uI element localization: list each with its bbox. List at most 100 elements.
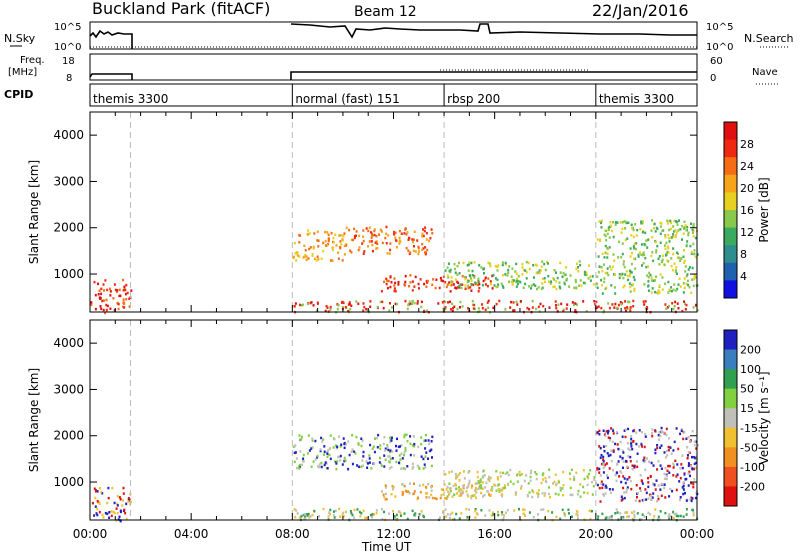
range-gate-cell	[683, 220, 686, 223]
range-gate-cell	[606, 252, 609, 256]
range-gate-cell	[686, 446, 689, 449]
range-gate-cell	[672, 252, 675, 256]
range-gate-cell	[501, 284, 504, 288]
range-gate-cell	[528, 491, 531, 494]
range-gate-cell	[337, 251, 340, 254]
range-gate-cell	[667, 280, 670, 284]
range-gate-cell	[468, 481, 471, 484]
range-gate-cell	[414, 250, 417, 253]
range-gate-cell	[622, 263, 625, 266]
range-gate-cell	[322, 507, 325, 511]
range-gate-cell	[682, 488, 685, 491]
range-gate-cell	[369, 305, 372, 308]
range-gate-cell	[644, 231, 647, 235]
range-gate-cell	[622, 466, 624, 469]
range-gate-cell	[406, 517, 409, 521]
range-gate-cell	[654, 279, 656, 282]
range-gate-cell	[376, 446, 379, 449]
range-gate-cell	[516, 279, 519, 283]
range-gate-cell	[537, 495, 540, 498]
range-gate-cell	[328, 453, 331, 457]
range-gate-cell	[454, 286, 457, 289]
range-gate-cell	[124, 292, 127, 296]
range-gate-cell	[611, 440, 614, 443]
range-gate-cell	[682, 282, 685, 285]
range-gate-cell	[689, 440, 692, 443]
range-gate-cell	[524, 282, 527, 286]
range-gate-cell	[559, 489, 562, 492]
range-gate-cell	[681, 224, 684, 228]
range-gate-cell	[605, 444, 608, 448]
range-gate-cell	[657, 497, 660, 501]
range-gate-cell	[474, 508, 477, 511]
range-gate-cell	[471, 269, 474, 273]
range-gate-cell	[640, 243, 643, 246]
range-gate-cell	[501, 487, 504, 490]
colorbar-tick-label: 12	[740, 226, 754, 239]
range-gate-cell	[544, 268, 547, 272]
range-gate-cell	[373, 450, 376, 454]
range-gate-cell	[603, 449, 606, 453]
range-gate-cell	[687, 462, 690, 465]
range-gate-cell	[428, 442, 431, 446]
range-gate-cell	[501, 261, 504, 264]
range-gate-cell	[466, 264, 469, 267]
range-gate-cell	[467, 485, 470, 488]
range-gate-cell	[558, 481, 560, 484]
range-gate-cell	[115, 290, 118, 293]
range-gate-cell	[425, 279, 428, 283]
range-gate-cell	[641, 513, 644, 516]
range-gate-cell	[657, 433, 660, 437]
range-gate-cell	[470, 496, 473, 500]
range-gate-cell	[620, 303, 623, 306]
range-gate-cell	[122, 278, 125, 282]
range-gate-cell	[424, 447, 427, 450]
range-gate-cell	[583, 491, 586, 494]
range-gate-cell	[339, 245, 342, 249]
range-gate-cell	[409, 435, 412, 438]
range-gate-cell	[684, 308, 687, 311]
range-gate-cell	[413, 454, 416, 457]
range-gate-cell	[504, 511, 507, 514]
range-gate-cell	[596, 286, 599, 289]
range-gate-cell	[122, 298, 125, 301]
range-gate-cell	[369, 443, 372, 447]
range-gate-cell	[683, 286, 686, 290]
range-gate-cell	[416, 300, 419, 303]
range-gate-cell	[536, 271, 539, 274]
range-gate-cell	[676, 302, 679, 305]
colorbar-tick-label: 24	[740, 160, 754, 173]
range-gate-cell	[591, 275, 594, 278]
range-gate-cell	[693, 277, 696, 281]
range-gate-cell	[384, 484, 387, 487]
range-gate-cell	[379, 228, 382, 231]
range-gate-cell	[487, 306, 490, 309]
range-gate-cell	[375, 436, 378, 440]
range-gate-cell	[104, 311, 106, 315]
range-gate-cell	[471, 273, 474, 277]
range-gate-cell	[425, 231, 428, 235]
range-gate-cell	[566, 303, 569, 306]
range-gate-cell	[635, 242, 638, 245]
range-gate-cell	[635, 431, 638, 434]
range-gate-cell	[633, 516, 636, 519]
range-gate-cell	[583, 477, 586, 481]
colorbar-tick-label: 100	[740, 363, 761, 376]
range-gate-cell	[109, 290, 112, 293]
range-gate-cell	[557, 303, 560, 306]
range-gate-cell	[401, 490, 404, 494]
range-gate-cell	[690, 496, 693, 499]
range-gate-cell	[641, 482, 644, 485]
range-gate-cell	[391, 488, 394, 491]
range-gate-cell	[664, 234, 667, 237]
range-gate-cell	[666, 222, 669, 225]
range-gate-cell	[660, 494, 663, 497]
range-gate-cell	[546, 260, 548, 264]
range-gate-cell	[635, 442, 638, 446]
range-gate-cell	[455, 287, 458, 290]
range-gate-cell	[309, 246, 312, 249]
range-gate-cell	[665, 477, 668, 481]
range-gate-cell	[391, 450, 394, 453]
range-gate-cell	[664, 282, 667, 286]
